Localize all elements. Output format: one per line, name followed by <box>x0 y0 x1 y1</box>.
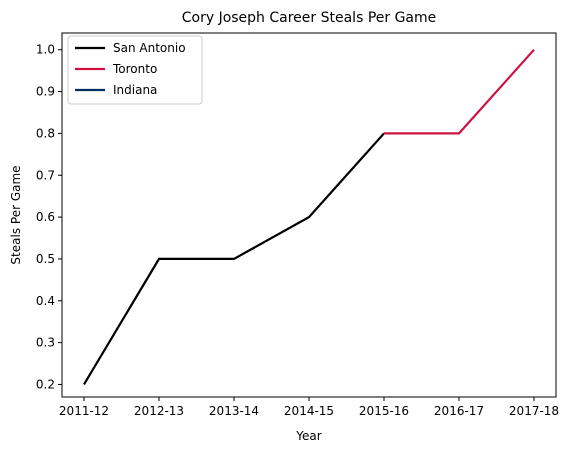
legend-box <box>67 35 203 105</box>
plot-area: 2011-12 2012-13 2013-14 2014-15 2015-16 2016-… <box>36 32 559 418</box>
x-tick-label: 2012-13 <box>134 404 184 418</box>
y-tick-label: 0.2 <box>36 377 55 391</box>
legend-label: San Antonio <box>113 41 186 55</box>
legend-label: Toronto <box>112 62 157 76</box>
y-tick-label: 0.7 <box>36 168 55 182</box>
series-line-toronto <box>384 48 535 135</box>
x-tick-label: 2016-17 <box>434 404 484 418</box>
x-tick-label: 2011-12 <box>59 404 109 418</box>
chart-title: Cory Joseph Career Steals Per Game <box>182 10 437 26</box>
y-tick-label: 1.0 <box>36 43 55 57</box>
y-tick-label: 0.5 <box>36 252 55 266</box>
y-tick-label: 0.3 <box>36 336 55 350</box>
x-tick-label: 2013-14 <box>209 404 259 418</box>
y-axis-label: Steals Per Game <box>9 165 23 264</box>
y-tick-label: 0.4 <box>36 294 55 308</box>
x-tick-label: 2014-15 <box>284 404 334 418</box>
y-tick-label: 0.8 <box>36 126 55 140</box>
series-line-san-antonio <box>83 132 385 385</box>
y-tick-label: 0.9 <box>36 85 55 99</box>
legend: San Antonio Toronto Indiana <box>67 35 203 105</box>
y-tick-label: 0.6 <box>36 210 55 224</box>
x-tick-label: 2015-16 <box>359 404 409 418</box>
x-tick-label: 2017-18 <box>509 404 559 418</box>
legend-label: Indiana <box>113 83 157 97</box>
x-axis-label: Year <box>295 429 321 443</box>
